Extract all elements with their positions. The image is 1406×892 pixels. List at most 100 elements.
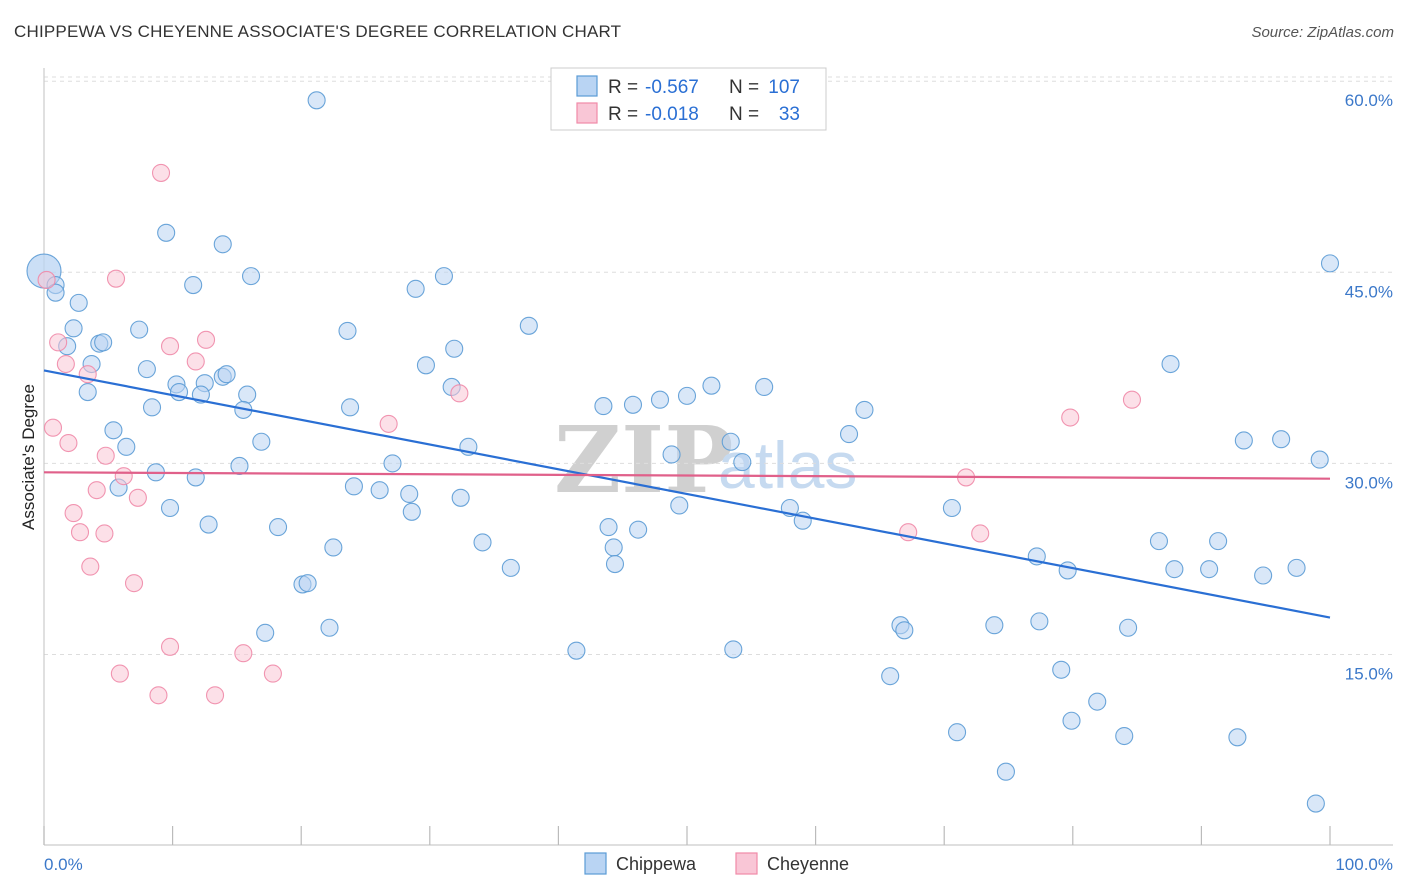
- chippewa-point: [217, 365, 236, 384]
- cheyenne-point: [37, 270, 56, 289]
- chippewa-point: [184, 275, 203, 295]
- cheyenne-point: [205, 686, 225, 705]
- chippewa-point: [942, 498, 961, 518]
- watermark: ZIP atlas: [554, 406, 857, 514]
- gridlines: [44, 76, 1393, 655]
- legend-label-chippewa: Chippewa: [616, 854, 697, 874]
- chippewa-point: [594, 397, 613, 416]
- y-tick-label: 45.0%: [1345, 282, 1393, 301]
- y-tick-label: 15.0%: [1345, 665, 1393, 684]
- chippewa-point: [320, 618, 339, 637]
- chippewa-point: [1165, 560, 1184, 579]
- chippewa-point: [252, 432, 271, 451]
- y-axis-title: Associate's Degree: [19, 384, 38, 530]
- cheyenne-point: [234, 644, 253, 663]
- chippewa-point: [78, 383, 97, 402]
- chippewa-point: [1254, 566, 1273, 585]
- chippewa-point: [213, 235, 232, 254]
- chippewa-point: [721, 432, 740, 451]
- cheyenne-point: [160, 637, 180, 656]
- chippewa-point: [1228, 728, 1247, 747]
- trend-lines: [43, 369, 1331, 619]
- cheyenne-point: [263, 664, 282, 683]
- legend-swatch-chippewa: [584, 852, 607, 875]
- stat-r-label-chippewa: R =: [608, 77, 638, 98]
- cheyenne-point: [186, 352, 205, 371]
- cheyenne-point: [43, 418, 63, 437]
- x-tick-label-max: 100.0%: [1335, 855, 1393, 874]
- chippewa-point: [733, 453, 752, 472]
- chippewa-point: [402, 502, 421, 521]
- chippewa-point: [416, 356, 435, 375]
- chart-source: Source: ZipAtlas.com: [1251, 24, 1394, 41]
- chippewa-point: [650, 390, 670, 409]
- chippewa-point: [117, 437, 136, 456]
- chart-title: CHIPPEWA VS CHEYENNE ASSOCIATE'S DEGREE …: [14, 22, 622, 41]
- chippewa-point: [230, 456, 249, 475]
- y-tick-labels: 15.0% 30.0% 45.0% 60.0%: [1345, 91, 1393, 683]
- chippewa-point: [1200, 560, 1219, 579]
- cheyenne-point: [110, 664, 129, 683]
- cheyenne-point: [81, 557, 100, 576]
- chippewa-point: [341, 398, 360, 417]
- watermark-zip: ZIP: [554, 406, 733, 514]
- chippewa-point: [519, 316, 538, 335]
- chippewa-point: [677, 386, 697, 405]
- chippewa-point: [94, 333, 113, 352]
- chippewa-point: [623, 395, 643, 414]
- cheyenne-point: [1061, 408, 1080, 427]
- chippewa-point: [298, 574, 317, 593]
- chippewa-point: [629, 520, 648, 539]
- chippewa-point: [445, 339, 464, 358]
- cheyenne-point: [160, 337, 180, 356]
- chippewa-point: [1088, 692, 1107, 711]
- stats-box: R = -0.567 N = 107 R = -0.018 N = 33: [550, 67, 827, 131]
- stat-n-label-cheyenne: N =: [729, 104, 759, 125]
- cheyenne-point: [124, 574, 144, 593]
- chippewa-point: [839, 425, 859, 444]
- chippewa-point: [1062, 711, 1081, 730]
- cheyenne-point: [1122, 390, 1142, 409]
- cheyenne-point: [64, 504, 83, 523]
- chippewa-point: [855, 400, 874, 419]
- stat-r-value-chippewa: -0.567: [645, 77, 699, 98]
- chippewa-point: [996, 762, 1015, 781]
- stat-n-label-chippewa: N =: [729, 77, 759, 98]
- legend: Chippewa Cheyenne: [584, 852, 849, 875]
- cheyenne-point: [128, 488, 147, 507]
- chippewa-point: [567, 641, 586, 660]
- trend-line-cheyenne: [43, 471, 1331, 480]
- chippewa-point: [46, 283, 65, 302]
- legend-swatch-cheyenne: [735, 852, 758, 875]
- chippewa-point: [370, 481, 389, 500]
- chippewa-point: [670, 496, 689, 515]
- chippewa-point: [881, 667, 900, 686]
- chippewa-point: [186, 468, 205, 487]
- chippewa-point: [238, 385, 257, 404]
- chippewa-point: [1052, 660, 1071, 679]
- chippewa-point: [1234, 431, 1253, 450]
- cheyenne-point: [379, 414, 398, 433]
- axes: [43, 68, 1393, 846]
- chippewa-point: [1030, 612, 1049, 631]
- cheyenne-point: [196, 330, 216, 349]
- chippewa-point: [1306, 794, 1325, 813]
- chippewa-point: [69, 293, 88, 312]
- stat-r-value-cheyenne: -0.018: [645, 104, 699, 125]
- chippewa-point: [400, 484, 419, 504]
- chippewa-point: [1320, 254, 1340, 273]
- chippewa-point: [241, 267, 261, 286]
- trend-line-chippewa: [43, 369, 1331, 619]
- data-points: [26, 91, 1340, 813]
- stat-n-value-chippewa: 107: [768, 77, 800, 98]
- chippewa-point: [383, 454, 402, 473]
- chippewa-point: [1115, 726, 1134, 746]
- chippewa-point: [1058, 561, 1077, 580]
- cheyenne-point: [95, 524, 114, 543]
- chippewa-point: [137, 360, 156, 379]
- chippewa-point: [1149, 532, 1169, 551]
- cheyenne-point: [49, 333, 68, 352]
- chippewa-point: [324, 538, 343, 557]
- chippewa-point: [269, 518, 288, 537]
